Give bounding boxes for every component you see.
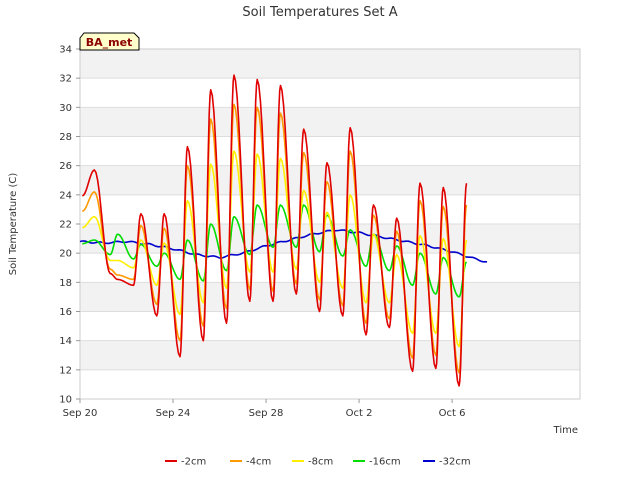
y-tick-label: 20 bbox=[59, 249, 72, 260]
x-axis: Sep 20 Sep 24 Sep 28 Oct 2 Oct 6 bbox=[63, 399, 466, 419]
series-lines bbox=[79, 74, 488, 387]
x-tick-label: Oct 2 bbox=[346, 408, 373, 419]
grid-band bbox=[80, 340, 580, 370]
grid-band bbox=[80, 136, 580, 166]
y-tick-label: 18 bbox=[59, 278, 72, 289]
grid-band bbox=[80, 107, 580, 137]
y-tick-label: 16 bbox=[59, 307, 72, 318]
y-axis-label: Soil Temperature (C) bbox=[8, 173, 19, 276]
grid-band bbox=[80, 253, 580, 283]
legend-label: -32cm bbox=[439, 457, 471, 468]
grid-band bbox=[80, 369, 580, 399]
x-tick-label: Sep 20 bbox=[63, 408, 98, 419]
legend-label: -4cm bbox=[246, 457, 271, 468]
legend-label: -16cm bbox=[369, 457, 401, 468]
x-axis-label: Time bbox=[553, 425, 578, 436]
y-tick-label: 12 bbox=[59, 365, 72, 376]
grid-band bbox=[80, 49, 580, 79]
x-tick-label: Oct 6 bbox=[439, 408, 466, 419]
x-tick-label: Sep 24 bbox=[156, 408, 191, 419]
y-tick-label: 32 bbox=[59, 74, 72, 85]
legend: -2cm -4cm -8cm -16cm -32cm bbox=[165, 457, 471, 468]
y-tick-label: 10 bbox=[59, 395, 72, 406]
legend-label: -8cm bbox=[308, 457, 333, 468]
y-tick-label: 28 bbox=[59, 132, 72, 143]
grid-band bbox=[80, 282, 580, 312]
chart-title: Soil Temperatures Set A bbox=[242, 5, 397, 20]
grid-band bbox=[80, 311, 580, 341]
y-axis: 10 12 14 16 18 20 22 24 26 28 30 32 34 bbox=[59, 45, 80, 406]
plot-background bbox=[80, 48, 580, 400]
x-tick-label: Sep 28 bbox=[249, 408, 284, 419]
legend-label: -2cm bbox=[181, 457, 206, 468]
y-tick-label: 24 bbox=[59, 190, 72, 201]
y-tick-label: 30 bbox=[59, 103, 72, 114]
y-tick-label: 34 bbox=[59, 45, 72, 56]
site-badge: BA_met bbox=[79, 32, 140, 51]
series-line-minus-32cm bbox=[79, 229, 488, 263]
y-tick-label: 14 bbox=[59, 336, 72, 347]
badge-shape bbox=[79, 32, 140, 51]
series-line-minus-2cm bbox=[81, 74, 468, 387]
grid-band bbox=[80, 78, 580, 108]
grid-band bbox=[80, 224, 580, 254]
badge-label: BA_met bbox=[86, 36, 133, 49]
y-tick-label: 22 bbox=[59, 220, 72, 231]
y-tick-label: 26 bbox=[59, 161, 72, 172]
